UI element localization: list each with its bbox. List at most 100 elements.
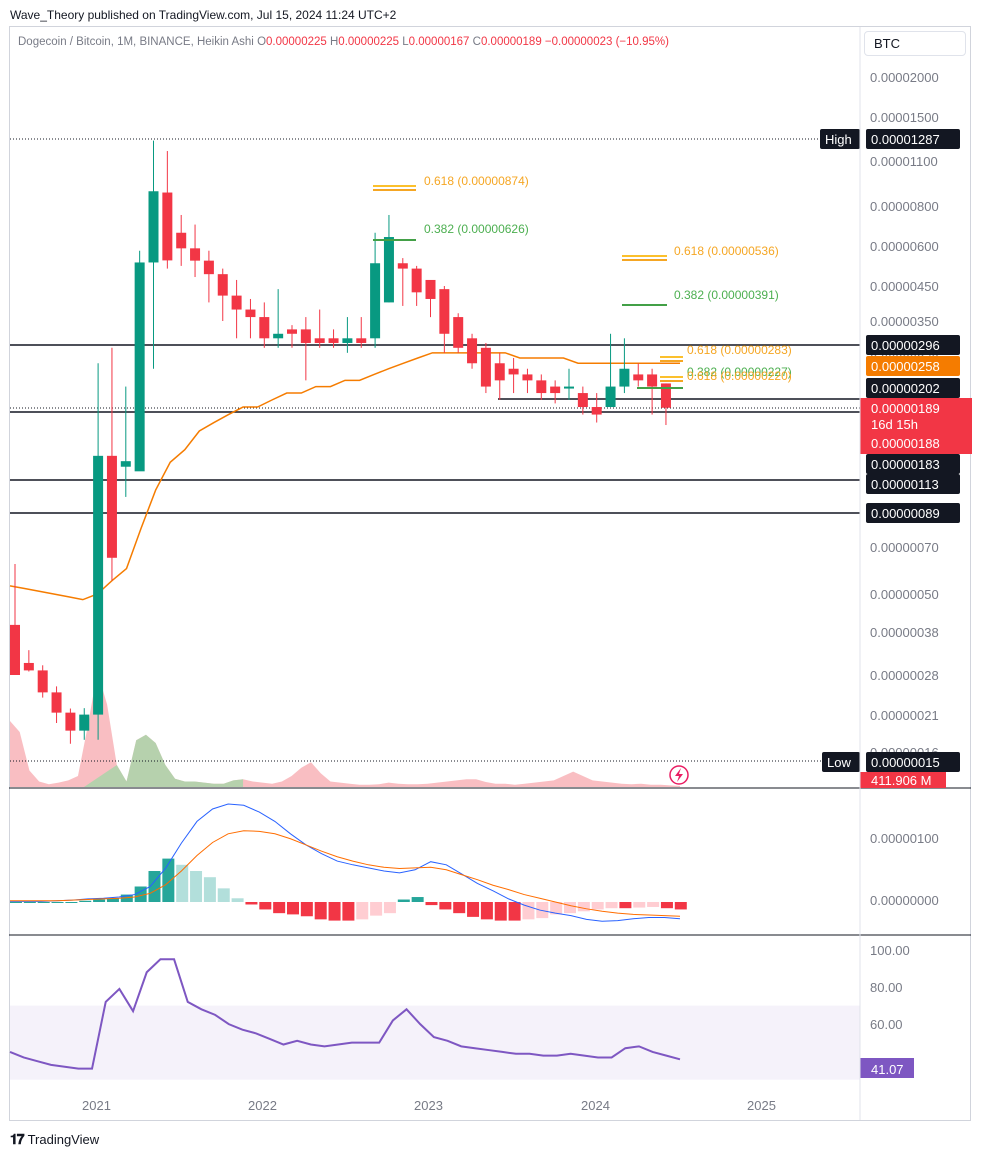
macd-histogram-bar xyxy=(287,902,299,915)
level-tag xyxy=(866,335,960,355)
candle-body xyxy=(231,295,242,310)
candle-body xyxy=(605,386,616,408)
close-label: C xyxy=(472,36,481,48)
macd-histogram-bar xyxy=(467,902,480,917)
macd-histogram-bar xyxy=(273,902,286,914)
change-value: −0.00000023 (−10.95%) xyxy=(544,36,669,48)
candle-body xyxy=(217,274,228,296)
symbol-title[interactable]: Dogecoin / Bitcoin, 1M, BINANCE, Heikin … xyxy=(18,36,254,48)
ma-price-tag xyxy=(866,356,960,376)
rsi-axis-tick: 100.00 xyxy=(870,943,910,958)
candle-body xyxy=(370,263,381,339)
last-price-text: 0.00000189 xyxy=(871,401,940,416)
macd-histogram-bar xyxy=(203,877,216,902)
macd-histogram-bar xyxy=(480,902,493,920)
fib-level-label: 0.618 (0.00000874) xyxy=(424,174,529,188)
candle-body xyxy=(287,329,297,334)
candle-body xyxy=(564,386,574,389)
level-tag xyxy=(866,378,960,398)
level-tag-text: 0.00000089 xyxy=(871,506,940,521)
candle-body xyxy=(356,338,367,343)
macd-axis-tick: 0.00000000 xyxy=(870,893,939,908)
macd-histogram-bar xyxy=(564,902,576,914)
rsi-axis-tick: 60.00 xyxy=(870,1017,903,1032)
macd-histogram-bar xyxy=(245,902,258,905)
high-value: 0.00000225 xyxy=(338,36,400,48)
macd-histogram-bar xyxy=(79,900,92,902)
macd-histogram-bar xyxy=(37,902,50,903)
candle-body xyxy=(536,380,547,394)
level-tag-text: 0.00000296 xyxy=(871,338,940,353)
candle-body xyxy=(273,333,284,339)
candle-body xyxy=(411,268,422,293)
candle-body xyxy=(245,309,256,318)
high-label xyxy=(820,129,860,149)
low-label: L xyxy=(402,36,409,48)
macd-histogram-bar xyxy=(65,902,78,903)
candle-body xyxy=(550,386,561,394)
open-value: 0.00000225 xyxy=(266,36,327,48)
level-tag xyxy=(866,503,960,523)
low-value: 0.00000167 xyxy=(408,36,470,48)
candle-body xyxy=(467,338,478,364)
open-label: O xyxy=(257,36,267,48)
candle-body xyxy=(134,262,145,472)
high-label-text: High xyxy=(825,132,852,147)
macd-histogram-bar xyxy=(106,898,119,902)
candle-body xyxy=(453,317,464,348)
currency-button[interactable]: BTC xyxy=(864,31,966,56)
level-tag xyxy=(866,454,960,474)
macd-histogram-bar xyxy=(439,902,452,910)
candle-body xyxy=(577,393,588,408)
candle-body xyxy=(508,368,519,375)
moving-average-line xyxy=(9,352,680,601)
fib-level-label: 0.382 (0.00000626) xyxy=(424,222,529,236)
macd-histogram-bar xyxy=(647,902,660,907)
macd-histogram-bar xyxy=(508,902,521,921)
macd-histogram-bar xyxy=(356,902,369,920)
macd-histogram-bar xyxy=(522,902,535,920)
candle-body xyxy=(65,712,76,731)
candle-body xyxy=(660,383,671,408)
candle-body xyxy=(51,692,62,713)
lightning-icon xyxy=(675,768,683,782)
price-axis-tick: 0.00000050 xyxy=(870,587,939,602)
candle-body xyxy=(383,237,394,303)
candle-body xyxy=(480,347,491,387)
last-price-tag xyxy=(860,398,972,454)
macd-histogram-bar xyxy=(300,902,313,917)
macd-histogram-bar xyxy=(23,902,36,903)
candle-body xyxy=(494,363,505,381)
macd-histogram-bar xyxy=(605,902,618,909)
level-tag xyxy=(866,474,960,494)
candle-body xyxy=(397,263,408,269)
macd-histogram-bar xyxy=(190,871,203,902)
rsi-band xyxy=(10,1005,860,1080)
low-price-tag-text: 0.00000015 xyxy=(871,755,940,770)
candle-body xyxy=(190,248,201,261)
publisher-caption: Wave_Theory published on TradingView.com… xyxy=(10,8,397,22)
candle-body xyxy=(148,191,159,263)
fib-level-label: 0.618 (0.00000220) xyxy=(687,369,792,383)
price-axis-tick: 0.00000038 xyxy=(870,625,939,640)
high-price-tag-text: 0.00001287 xyxy=(871,132,940,147)
time-axis-tick: 2021 xyxy=(82,1098,111,1113)
macd-histogram-bar xyxy=(550,902,563,915)
candle-body xyxy=(439,289,450,334)
price-axis-tick: 0.00000600 xyxy=(870,239,939,254)
macd-histogram-bar xyxy=(577,902,590,912)
rsi-line xyxy=(9,958,681,1070)
close-value: 0.00000189 xyxy=(480,36,542,48)
time-axis-tick: 2024 xyxy=(581,1098,610,1113)
candle-body xyxy=(647,374,658,387)
candle-body xyxy=(425,279,436,299)
candle-body xyxy=(314,338,325,343)
countdown-text: 16d 15h xyxy=(871,417,918,432)
macd-histogram-bar xyxy=(397,899,410,902)
fib-level-label: 0.618 (0.00000283) xyxy=(687,343,792,357)
time-axis-tick: 2025 xyxy=(747,1098,776,1113)
low-label-text: Low xyxy=(827,755,851,770)
price-axis-tick: 0.00002000 xyxy=(870,70,939,85)
macd-histogram-bar xyxy=(342,902,355,921)
